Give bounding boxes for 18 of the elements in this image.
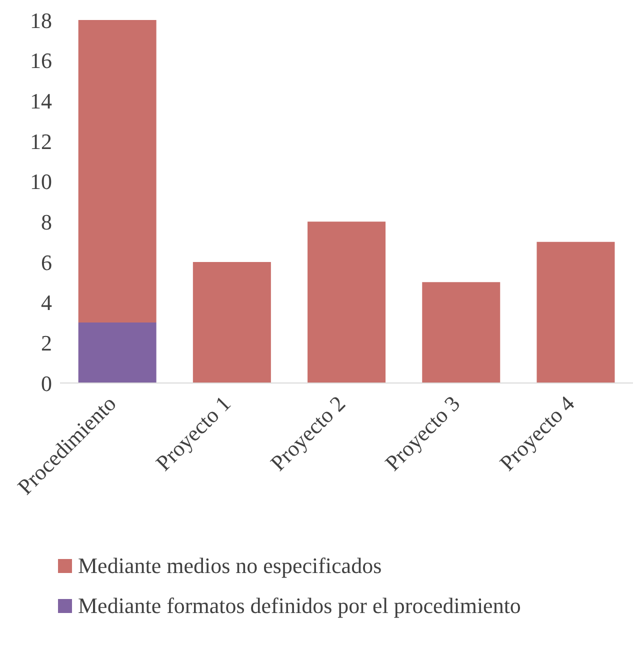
y-tick-label: 2: [41, 330, 52, 356]
y-tick-label: 4: [41, 290, 52, 316]
bar: [78, 20, 156, 322]
bar: [192, 262, 271, 383]
bar: [308, 222, 386, 383]
bar: [536, 242, 615, 383]
y-tick-label: 14: [30, 88, 52, 114]
bar: [422, 282, 500, 383]
y-tick-label: 18: [30, 8, 52, 33]
y-tick-label: 12: [30, 128, 52, 154]
legend-label: Mediante medios no especificados: [78, 553, 382, 579]
bar: [78, 322, 156, 383]
y-tick-label: 16: [30, 48, 52, 74]
legend-label: Mediante formatos definidos por el procedimiento: [78, 593, 521, 619]
y-tick-label: 8: [41, 209, 52, 234]
y-tick-label: 6: [41, 250, 52, 275]
y-tick-label: 0: [41, 370, 52, 396]
y-tick-label: 10: [30, 169, 52, 194]
